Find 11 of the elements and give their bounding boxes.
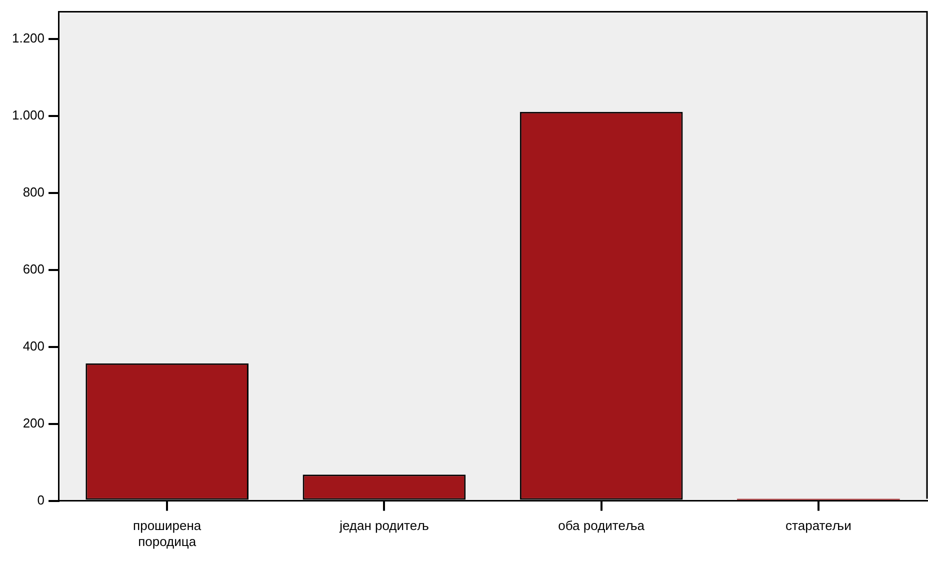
- y-tick-label: 800: [22, 184, 45, 200]
- y-tick-label: 0: [37, 492, 45, 508]
- y-tick-label: 400: [22, 338, 45, 354]
- y-tick-label: 1.000: [12, 107, 45, 122]
- x-tick-label: један родитељ: [338, 518, 430, 534]
- y-tick-label: 1.200: [12, 30, 45, 46]
- x-tick-label: старатељи: [786, 518, 852, 534]
- y-tick-label: 200: [22, 415, 45, 430]
- x-tick-label: проширена породица: [133, 518, 202, 549]
- x-tick-label: оба родитеља: [558, 518, 646, 534]
- y-tick-label: 600: [22, 261, 45, 276]
